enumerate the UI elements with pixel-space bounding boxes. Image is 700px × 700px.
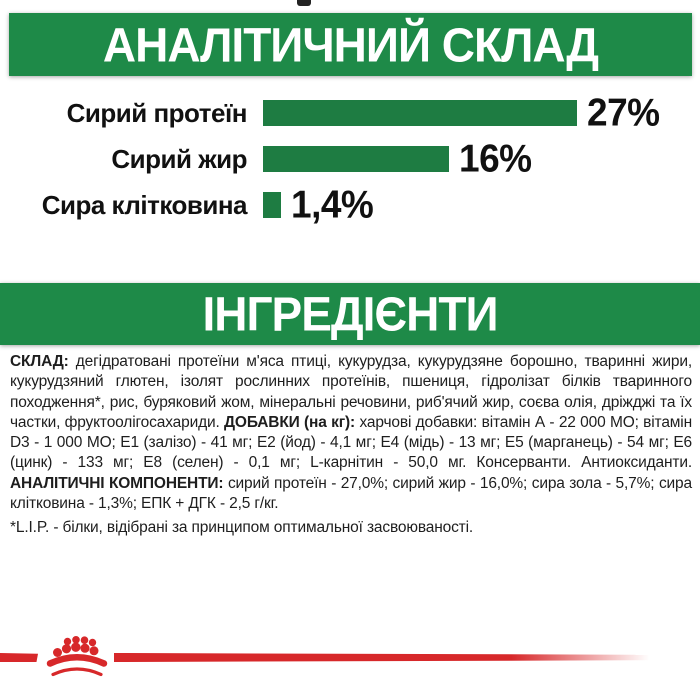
red-divider-line-right <box>114 653 666 662</box>
ingredients-banner: ІНГРЕДІЄНТИ <box>0 283 700 345</box>
bar-value-label: 27% <box>587 90 660 134</box>
bar-value-label: 16% <box>459 136 532 180</box>
ingredients-section-heading: АНАЛІТИЧНІ КОМПОНЕНТИ: <box>10 474 228 492</box>
ingredients-section-heading: ДОБАВКИ (на кг): <box>224 413 360 431</box>
crop-artifact <box>297 0 311 6</box>
ingredients-text: СКЛАД: дегідратовані протеїни м'яса птиц… <box>10 352 692 514</box>
bar <box>263 192 281 218</box>
bar <box>263 100 577 126</box>
ingredients-section-text: харчові добавки: вітамін А - 22 000 МО; … <box>10 413 693 472</box>
red-divider-line-left <box>0 653 38 662</box>
ingredients-section-heading: СКЛАД: <box>10 353 76 370</box>
chart-row: Сирий протеїн 27% <box>0 90 700 136</box>
analytical-composition-banner: АНАЛІТИЧНИЙ СКЛАД <box>9 13 692 76</box>
analytical-composition-title: АНАЛІТИЧНИЙ СКЛАД <box>102 17 599 72</box>
ingredients-section-text: дегідратовані протеїни м'яса птиці, куку… <box>10 353 693 431</box>
royal-canin-crown-icon <box>46 636 108 677</box>
ingredients-section-text: сирий протеїн - 27,0%; сирий жир - 16,0%… <box>10 474 692 513</box>
bar-category-label: Сирий жир <box>111 143 247 174</box>
lip-footnote: *L.I.P. - білки, відібрані за принципом … <box>10 519 474 536</box>
chart-row: Сирий жир 16% <box>0 136 700 182</box>
bar-value-label: 1,4% <box>291 182 374 226</box>
bar <box>263 146 449 172</box>
bar-category-label: Сира клітковина <box>41 189 248 220</box>
ingredients-title: ІНГРЕДІЄНТИ <box>202 286 498 342</box>
bar-category-label: Сирий протеїн <box>66 97 248 128</box>
chart-row: Сира клітковина 1,4% <box>0 182 700 228</box>
composition-bar-chart: Сирий протеїн 27% Сирий жир 16% Сира клітков… <box>0 90 700 228</box>
